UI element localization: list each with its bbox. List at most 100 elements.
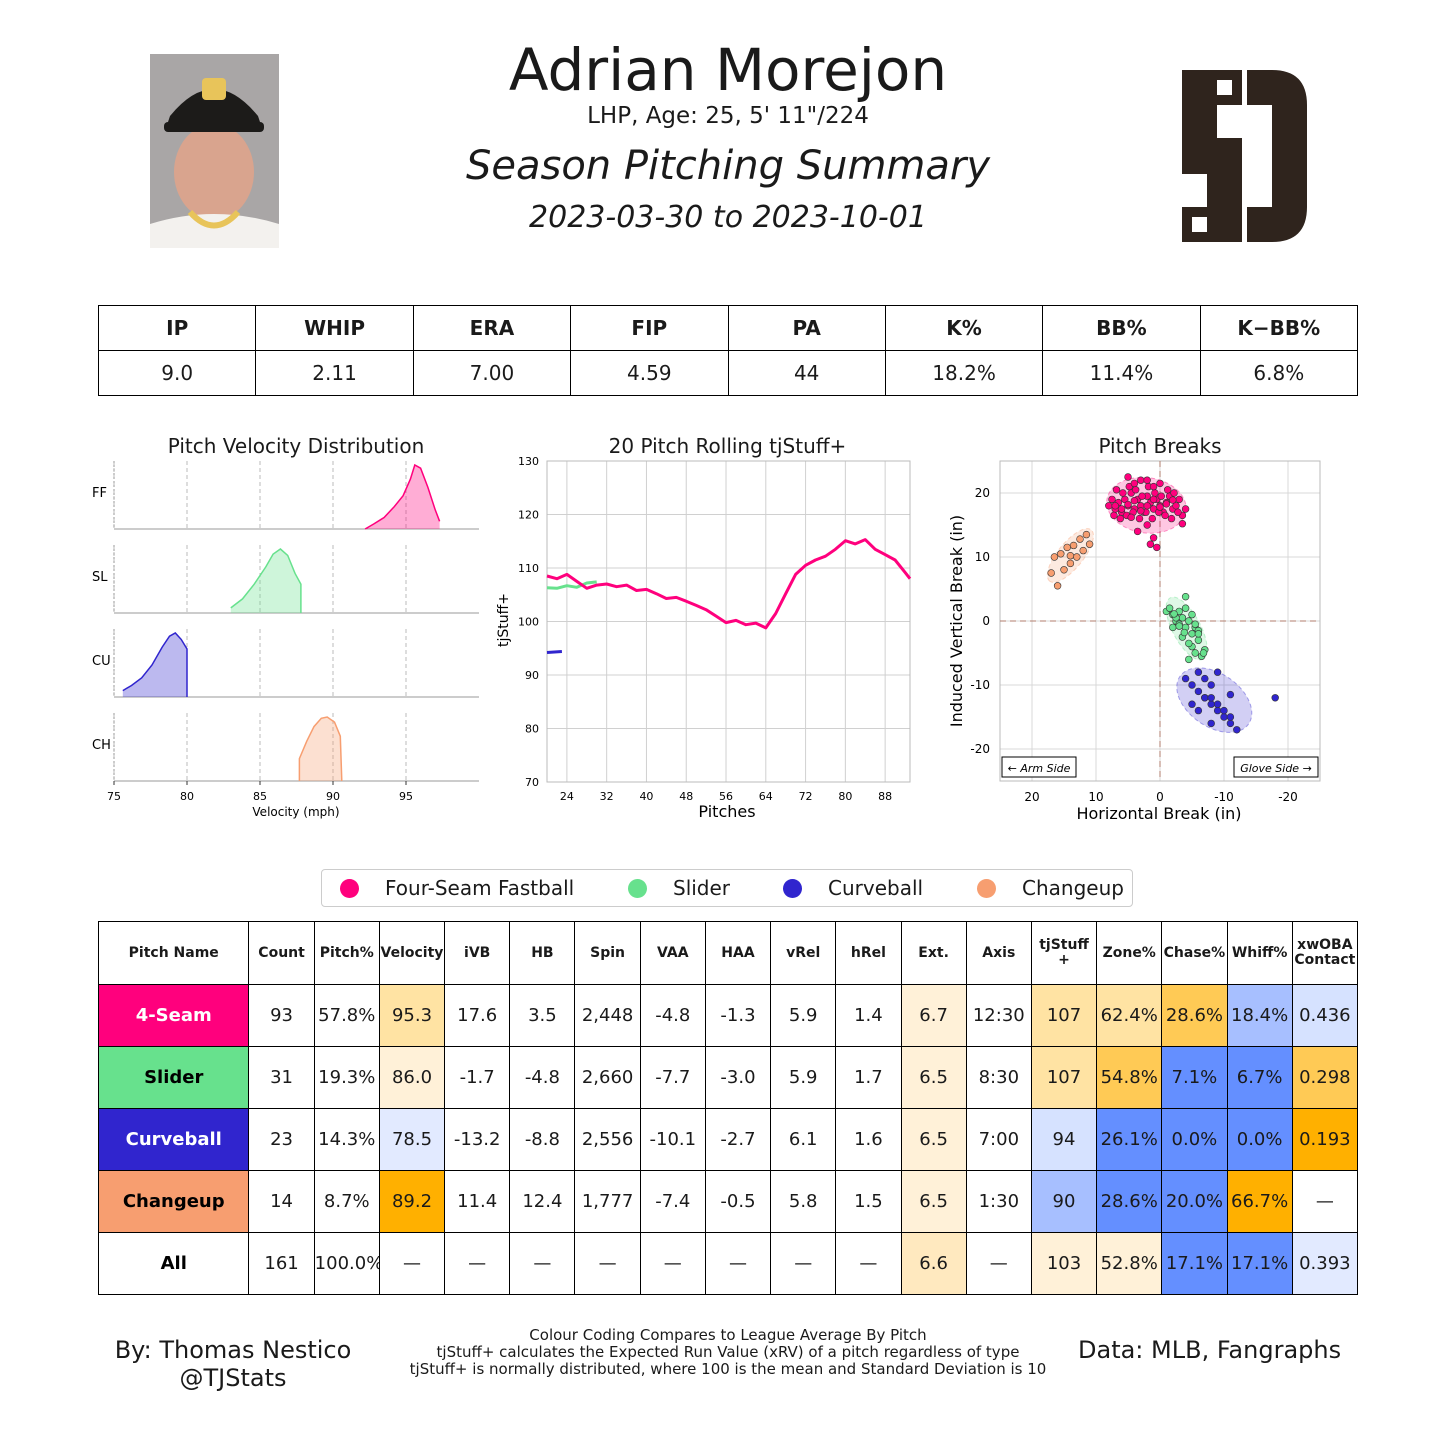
breaks-pitch-point [1156,503,1164,511]
legend-marker [783,878,802,898]
pitch-table-cell: 8.7% [313,1170,380,1233]
legend-label: Slider [673,876,731,900]
pitch-table-header: Zone% [1096,921,1163,985]
pitch-table-row: Changeup 14 8.7% 89.2 11.4 12.4 1,777 -7.4 -0.5 5… [97,1170,1359,1233]
stat-value: 7.00 [412,350,572,396]
rolling-x-axis-label: Pitches [698,802,755,821]
footer-note: tjStuff+ is normally distributed, where … [409,1360,1047,1378]
pitch-table-cell: 12:30 [965,984,1032,1047]
breaks-pitch-point [1111,502,1119,510]
rolling-series-line [546,580,597,590]
pitch-table-row: Curveball 23 14.3% 78.5 -13.2 -8.8 2,556 -10.1-… [97,1108,1359,1171]
legend-marker [340,878,359,898]
velocity-density-line [122,632,188,697]
pitch-table-header: Chase% [1161,921,1228,985]
pitch-table-cell: 107 [1030,984,1098,1047]
rolling-x-tick-label: 56 [719,790,733,803]
breaks-pitch-point [1127,513,1135,522]
pitch-metrics-table: Pitch Name Count Pitch% Velocity iVB HB Spin VA… [97,921,1359,1295]
summary-title: Season Pitching Summary [465,143,991,189]
breaks-pitch-point [1194,668,1203,676]
pitch-table-cell: 107 [1030,1046,1098,1109]
pitch-table-cell: 7.1% [1161,1046,1228,1109]
pitch-table-cell: 19.3% [313,1046,380,1109]
breaks-pitch-point [1185,617,1193,625]
pitch-table-cell: — [378,1232,446,1295]
stat-value: 18.2% [884,350,1044,396]
rolling-y-tick-label: 80 [525,723,539,736]
breaks-pitch-point [1201,674,1209,683]
pitch-table-cell: — [509,1232,576,1295]
breaks-y-axis-label: Induced Vertical Break (in) [947,515,966,727]
breaks-pitch-point [1066,552,1075,560]
stat-header: BB% [1042,305,1201,351]
breaks-pitch-point [1108,495,1116,504]
breaks-pitch-point [1220,706,1228,715]
breaks-pitch-point [1188,700,1196,708]
legend-marker [977,878,996,898]
stat-value: 44 [727,350,886,396]
pitch-table-header: tjStuff + [1030,921,1098,985]
pitch-table-cell: 18.4% [1226,984,1293,1047]
team-logo [1172,60,1312,242]
breaks-pitch-point [1082,530,1091,539]
pitch-table-cell: 6.1 [770,1108,837,1171]
pitch-table-cell: — [835,1232,902,1295]
pitch-table-cell: 1.5 [835,1170,902,1233]
breaks-pitch-point [1167,514,1176,523]
breaks-pitch-point [1163,486,1172,494]
stat-header: PA [727,305,886,351]
stat-header: K% [884,305,1044,351]
velocity-x-tick-label: 75 [107,790,121,803]
rolling-y-tick-label: 120 [518,509,539,522]
breaks-pitch-point [1069,541,1078,550]
pitch-table-cell: — [965,1232,1032,1295]
stat-header: FIP [570,305,729,351]
pitch-table-cell: 20.0% [1161,1170,1228,1233]
breaks-pitch-point [1162,500,1171,508]
breaks-pitch-point [1194,636,1203,644]
player-name: Adrian Morejon [508,36,948,104]
breaks-pitch-point [1057,550,1065,558]
breaks-pitch-point [1063,543,1071,552]
breaks-y-tick-label: 10 [975,550,990,564]
pitch-table-cell: 86.0 [378,1046,446,1109]
velocity-x-axis-label: Velocity (mph) [252,805,339,819]
pitch-table-cell: 14 [248,1170,315,1233]
pitch-table-cell: 12.4 [509,1170,576,1233]
rolling-x-tick-label: 32 [600,790,614,803]
pitch-table-header: hRel [835,921,902,985]
breaks-pitch-point [1207,700,1215,708]
pitch-table-cell: 0.0% [1226,1108,1293,1171]
rolling-y-tick-label: 130 [518,455,539,468]
pitch-table-cell: 161 [248,1232,315,1295]
pitch-table-cell: -1.7 [444,1046,511,1109]
pitch-table-cell: 62.4% [1096,984,1163,1047]
pitch-table-header: Velocity [378,921,446,985]
author-handle: @TJStats [179,1364,287,1392]
pitch-table-row: Slider 31 19.3% 86.0 -1.7 -4.8 2,660 -7.7 -3.0 5.… [97,1046,1359,1109]
pitch-table-cell: 93 [248,984,315,1047]
breaks-pitch-point [1105,502,1113,510]
pitch-table-cell: 31 [248,1046,315,1109]
breaks-x-axis-label: Horizontal Break (in) [1076,804,1241,823]
pitch-table-cell: 2,556 [574,1108,641,1171]
pitch-table-header: Count [248,921,315,985]
breaks-pitch-point [1135,514,1144,523]
breaks-pitch-point [1191,620,1199,628]
breaks-pitch-point [1149,495,1158,504]
pitch-name-cell: 4-Seam [97,984,250,1047]
breaks-pitch-point [1133,527,1142,536]
pitch-table-cell: -7.7 [639,1046,706,1109]
footer-notes: Colour Coding Compares to League Average… [380,1327,1076,1378]
velocity-density-area [122,633,187,697]
pitch-table-cell: 28.6% [1096,1170,1163,1233]
stat-value: 2.11 [255,350,414,396]
breaks-pitch-point [1050,553,1059,561]
breaks-pitch-point [1188,630,1196,638]
pitch-table-cell: 11.4 [444,1170,511,1233]
pitch-table-cell: — [574,1232,641,1295]
velocity-x-tick-label: 80 [180,790,194,803]
pitch-table-cell: 78.5 [378,1108,446,1171]
pitch-table-cell: 0.298 [1291,1046,1359,1109]
